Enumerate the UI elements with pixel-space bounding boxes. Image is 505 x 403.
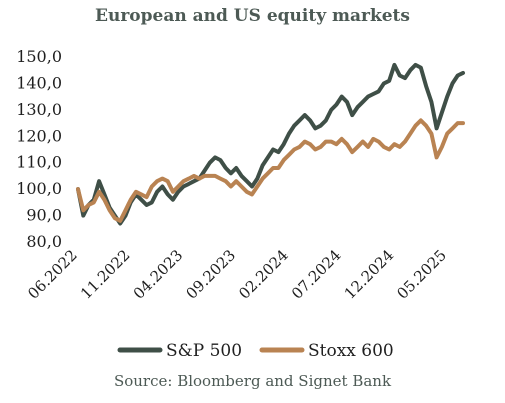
y-tick-label: 130,0 <box>16 100 62 119</box>
x-tick-label: 02.2024 <box>235 246 292 303</box>
series-line-stoxx600 <box>76 118 465 223</box>
x-tick-label: 06.2022 <box>24 246 81 303</box>
y-tick-label: 100,0 <box>16 179 62 198</box>
series-line-sp500 <box>76 62 465 226</box>
y-tick-label: 110,0 <box>16 153 62 172</box>
y-tick-label: 120,0 <box>16 126 62 145</box>
x-tick-label: 11.2022 <box>77 246 134 303</box>
x-tick-label: 05.2025 <box>393 246 450 303</box>
y-tick-label: 150,0 <box>16 47 62 66</box>
x-tick-label: 07.2024 <box>288 246 345 303</box>
chart-source: Source: Bloomberg and Signet Bank <box>113 372 392 390</box>
x-tick-label: 04.2023 <box>130 246 187 303</box>
legend-label: S&P 500 <box>166 341 242 361</box>
y-tick-label: 90,0 <box>26 206 62 225</box>
chart-title: European and US equity markets <box>95 6 410 26</box>
y-tick-label: 80,0 <box>26 232 62 251</box>
legend-label: Stoxx 600 <box>308 341 394 361</box>
x-tick-label: 09.2023 <box>182 246 239 303</box>
x-tick-label: 12.2024 <box>341 246 398 303</box>
y-tick-label: 140,0 <box>16 73 62 92</box>
